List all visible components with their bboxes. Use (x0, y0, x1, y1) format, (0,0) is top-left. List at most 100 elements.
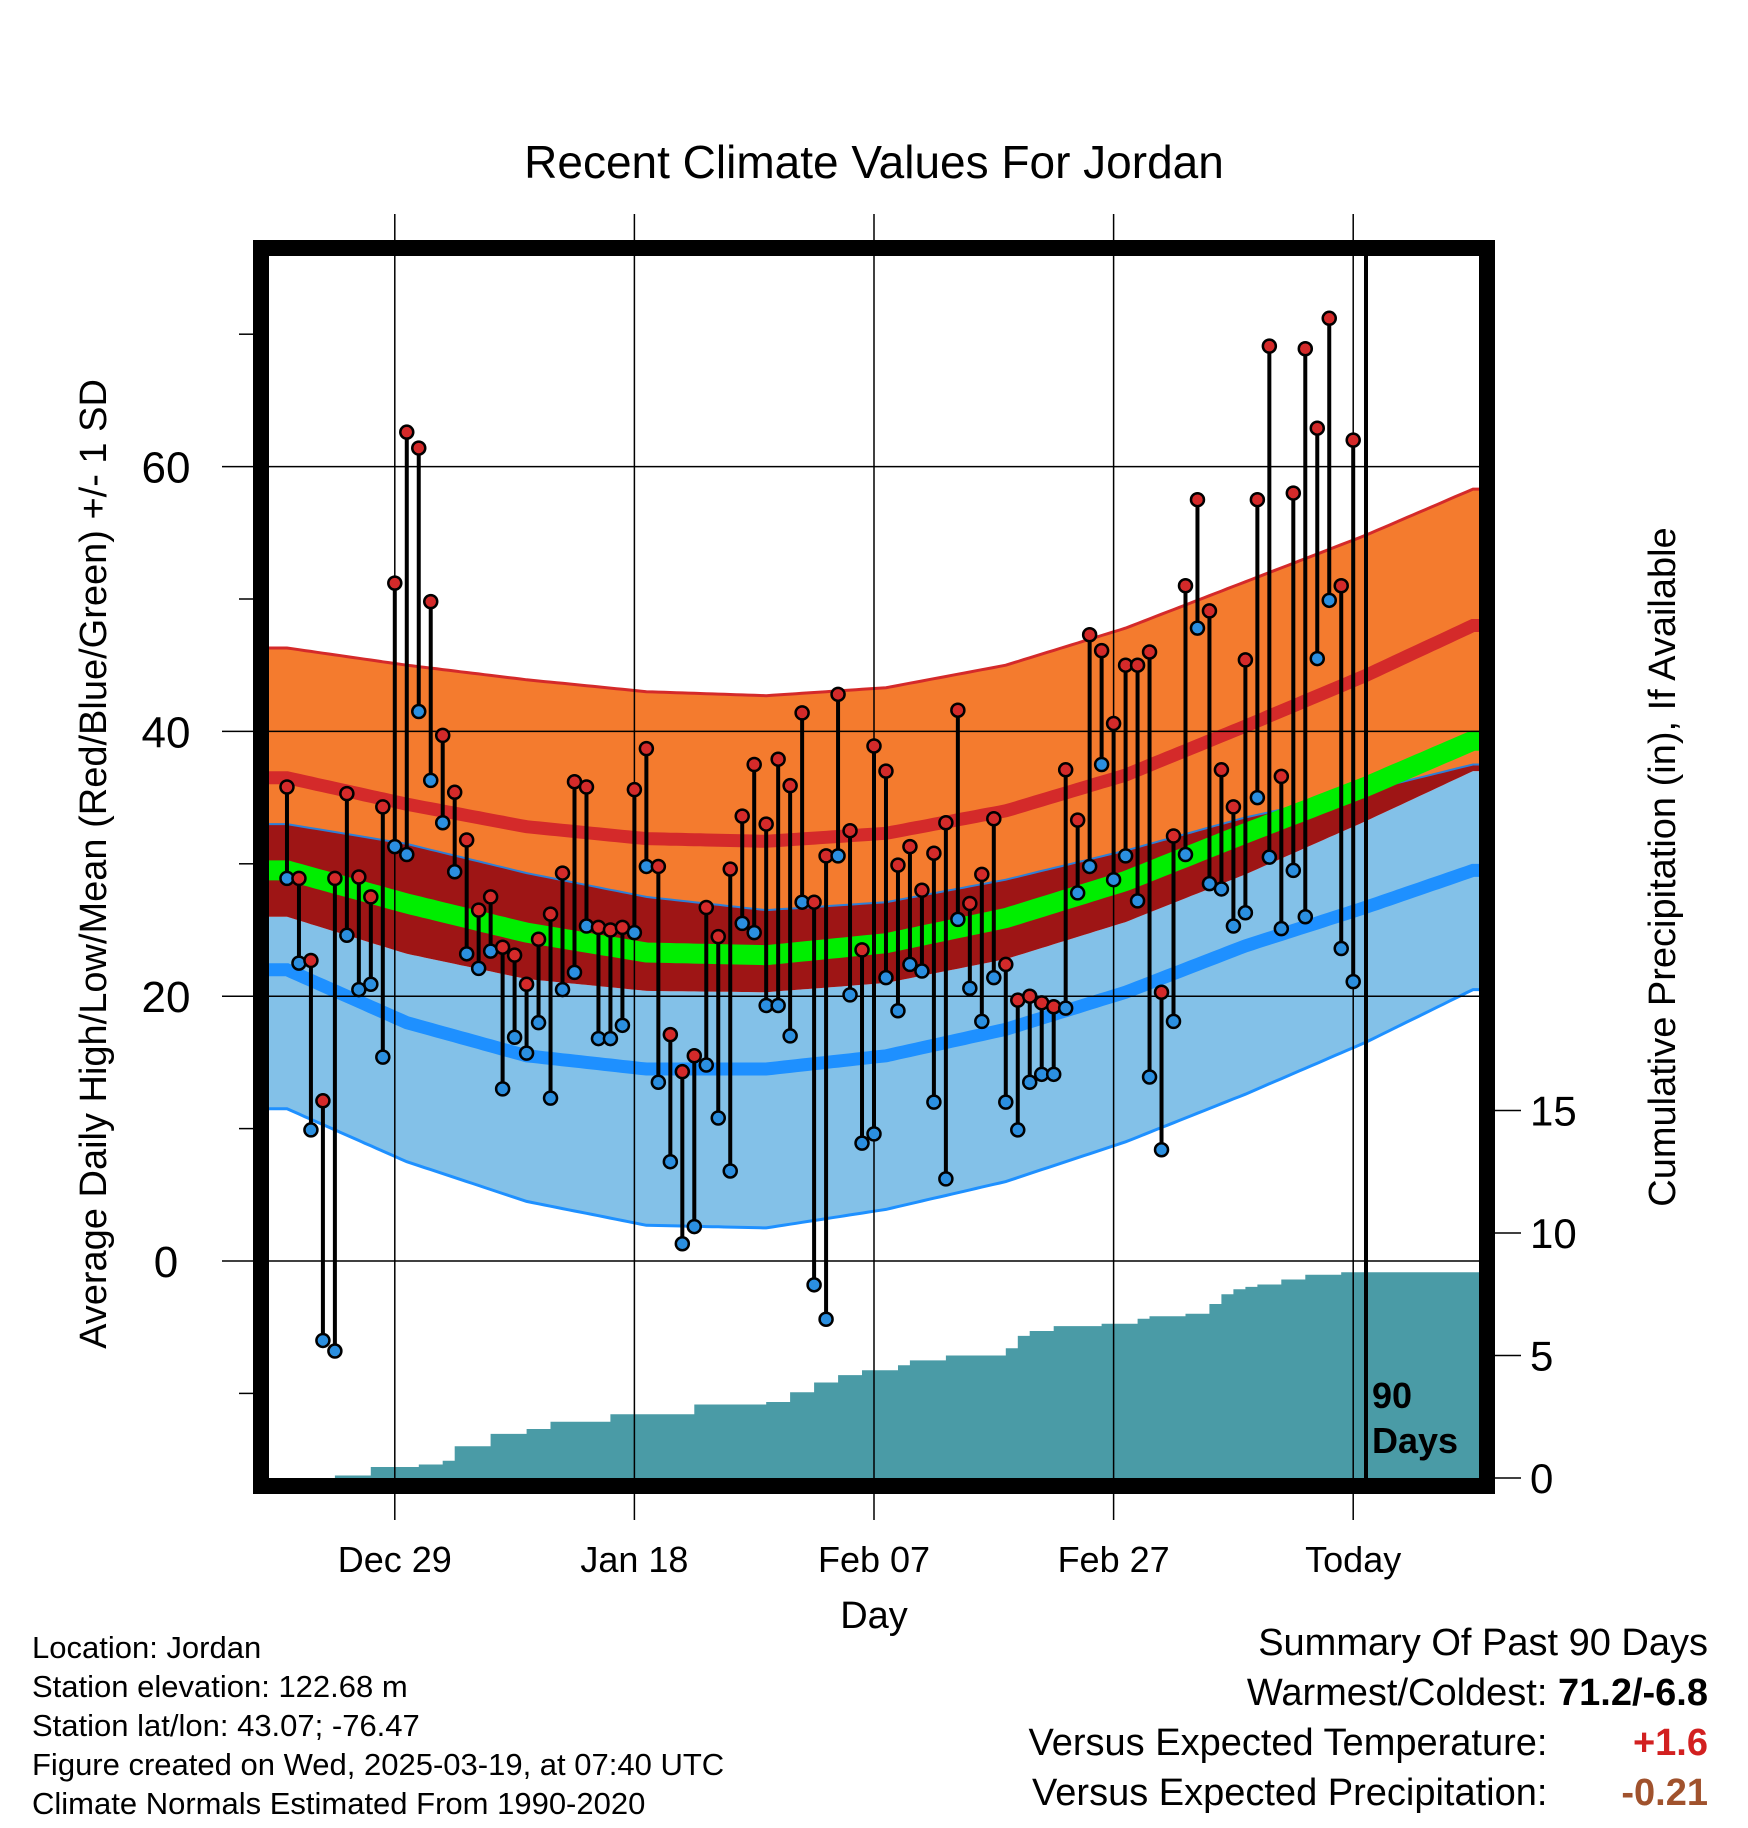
daily-high-point (698, 899, 715, 916)
daily-low-point (974, 1013, 990, 1030)
daily-low-point (854, 1135, 870, 1151)
info-latlon: Station lat/lon: 43.07; -76.47 (32, 1708, 420, 1743)
daily-high-point (1021, 988, 1038, 1004)
warmest-coldest-value: 71.2/-6.8 (1558, 1672, 1708, 1714)
daily-high-point (662, 1026, 679, 1043)
daily-low-point (315, 1332, 331, 1349)
daily-high-point (1213, 762, 1230, 778)
daily-low-point (806, 1277, 822, 1293)
y-tick-label-left: 20 (142, 973, 191, 1022)
temp-anomaly-label: Versus Expected Temperature: (1028, 1722, 1548, 1764)
daily-low-point (1321, 592, 1337, 609)
daily-high-point (446, 784, 463, 801)
daily-high-point (518, 976, 535, 993)
daily-low-point (722, 1163, 738, 1179)
daily-high-point (1057, 762, 1074, 778)
daily-high-point (770, 751, 786, 767)
daily-low-point (962, 980, 978, 997)
daily-low-point (411, 703, 427, 720)
y-tick-label-right: 15 (1530, 1088, 1577, 1135)
daily-high-point (986, 811, 1002, 827)
daily-low-point (446, 863, 463, 880)
daily-high-point (1093, 642, 1110, 659)
daily-high-point (434, 727, 451, 744)
daily-low-point (938, 1171, 954, 1187)
axes: Dec 29 Jan 18 Feb 07 Feb 27 Today 0 20 40 60 0 5 10… (142, 214, 1577, 1580)
daily-low-point (770, 997, 786, 1014)
daily-high-point (638, 740, 655, 757)
daily-high-point (974, 866, 990, 883)
x-axis-label: Day (840, 1595, 908, 1637)
daily-low-point (434, 815, 451, 831)
daily-low-point (698, 1057, 715, 1073)
daily-high-point (1129, 657, 1146, 673)
daily-low-point (1069, 885, 1086, 901)
daily-high-point (339, 785, 355, 802)
daily-low-point (1093, 756, 1110, 773)
y-axis-label-right: Cumulative Precipitation (in), If Availa… (1642, 527, 1684, 1206)
daily-low-point (1010, 1122, 1026, 1138)
daily-low-point (399, 846, 415, 863)
chart-title: Recent Climate Values For Jordan (524, 136, 1224, 188)
summary-precipitation: Versus Expected Precipitation: -0.21 (1032, 1774, 1708, 1812)
daily-low-point (662, 1153, 679, 1170)
daily-low-point (1249, 789, 1266, 806)
daily-low-point (830, 848, 846, 864)
daily-low-point (674, 1236, 691, 1252)
x-tick-label: Feb 27 (1058, 1539, 1170, 1580)
daily-high-point (506, 947, 523, 963)
daily-low-point (614, 1017, 631, 1034)
daily-low-point (1045, 1066, 1062, 1083)
daily-high-point (482, 889, 499, 905)
daily-high-point (494, 939, 511, 955)
daily-high-point (1189, 491, 1206, 508)
daily-high-point (710, 928, 727, 945)
today-marker: 90 Days (1364, 250, 1458, 1478)
daily-high-point (327, 870, 343, 887)
daily-low-point (1165, 1013, 1182, 1030)
daily-high-point (1237, 652, 1254, 668)
days-marker-label-bottom: Days (1372, 1420, 1458, 1461)
daily-low-point (986, 969, 1002, 986)
daily-high-point (674, 1063, 691, 1080)
daily-low-point (1117, 848, 1134, 864)
daily-high-point (998, 956, 1014, 973)
y-tick-label-right: 0 (1530, 1455, 1553, 1502)
info-location: Location: Jordan (32, 1630, 262, 1665)
daily-low-point (1129, 893, 1146, 909)
daily-low-point (1189, 620, 1206, 636)
daily-low-point (494, 1081, 511, 1097)
daily-high-point (458, 832, 475, 848)
daily-low-point (375, 1049, 391, 1065)
daily-high-point (626, 781, 643, 798)
daily-high-point (842, 822, 858, 839)
daily-high-point (1105, 715, 1122, 732)
daily-high-point (866, 738, 882, 754)
daily-low-point (818, 1311, 834, 1328)
info-created: Figure created on Wed, 2025-03-19, at 07… (32, 1747, 725, 1782)
daily-high-point (722, 861, 738, 877)
daily-low-point (998, 1094, 1014, 1110)
daily-low-point (1273, 920, 1290, 937)
precip-anomaly-value: -0.21 (1621, 1772, 1708, 1814)
daily-high-point (542, 906, 559, 922)
daily-low-point (1213, 881, 1230, 897)
daily-high-point (746, 756, 762, 773)
daily-low-point (554, 981, 571, 998)
daily-high-point (782, 777, 798, 794)
daily-high-point (926, 845, 942, 861)
daily-low-point (902, 956, 918, 973)
daily-low-point (734, 915, 750, 932)
daily-high-point (1069, 812, 1086, 828)
daily-low-point (602, 1030, 619, 1047)
daily-low-point (506, 1029, 523, 1045)
daily-low-point (866, 1126, 882, 1142)
summary-warmest-coldest: Warmest/Coldest: 71.2/-6.8 (1247, 1674, 1708, 1712)
daily-high-point (1309, 420, 1326, 436)
daily-low-point (746, 924, 762, 941)
summary-title: Summary Of Past 90 Days (1258, 1622, 1708, 1664)
y-tick-label-right: 10 (1530, 1210, 1577, 1257)
daily-low-point (303, 1122, 319, 1138)
daily-high-point (1153, 984, 1170, 1000)
daily-low-point (1345, 973, 1361, 990)
